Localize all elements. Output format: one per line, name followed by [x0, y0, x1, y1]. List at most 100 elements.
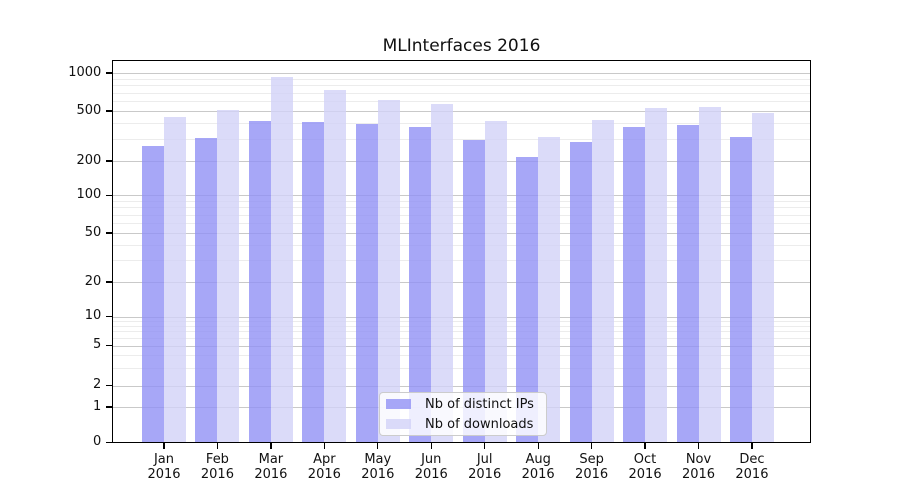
x-tick-label-feb: Feb 2016 [182, 452, 252, 482]
x-tick-label-mar: Mar 2016 [236, 452, 306, 482]
gridline-major-100 [112, 195, 811, 197]
gridline-minor-800 [112, 85, 811, 87]
x-tick-dec [751, 442, 753, 450]
y-tick-label-5: 5 [93, 337, 102, 352]
gridline-minor-90 [112, 201, 811, 203]
gridline-major-5 [112, 345, 811, 347]
y-tick-label-50: 50 [84, 224, 102, 240]
year-label: 2016 [628, 466, 662, 482]
bar-downloads-apr [324, 90, 347, 443]
x-tick-label-jul: Jul 2016 [450, 452, 520, 482]
bar-downloads-feb [217, 110, 240, 443]
month-label: Dec [739, 452, 765, 467]
y-tick-200 [105, 160, 112, 162]
gridline-minor-400 [112, 123, 811, 125]
year-label: 2016 [147, 466, 181, 482]
y-tick-50 [105, 232, 112, 234]
x-tick-label-may: May 2016 [343, 452, 413, 482]
gridline-minor-7 [112, 331, 811, 333]
month-label: May [364, 452, 392, 467]
y-tick-10 [105, 315, 112, 318]
y-tick-2 [105, 384, 112, 387]
gridline-minor-30 [112, 260, 811, 262]
x-tick-label-jun: Jun 2016 [396, 452, 466, 482]
x-tick-sep [590, 442, 593, 450]
x-tick-label-oct: Oct 2016 [610, 452, 680, 482]
bar-distinct-ips-may [355, 123, 378, 443]
y-tick-1 [105, 406, 112, 408]
x-tick-label-aug: Aug 2016 [503, 452, 573, 482]
month-label: Jun [421, 452, 442, 467]
y-tick-label-1: 1 [93, 398, 102, 414]
y-tick-100 [105, 194, 112, 196]
bar-distinct-ips-jun [409, 126, 432, 443]
legend: Nb of distinct IPs Nb of downloads [379, 392, 547, 436]
bar-downloads-oct [645, 107, 668, 443]
x-tick-nov [697, 442, 700, 450]
legend-swatch-downloads [386, 418, 411, 430]
gridline-minor-6 [112, 337, 811, 339]
bar-downloads-dec [751, 113, 774, 443]
x-tick-apr [323, 442, 325, 450]
month-label: Jan [153, 452, 175, 467]
legend-label-downloads: Nb of downloads [425, 416, 534, 432]
year-label: 2016 [468, 466, 502, 482]
x-tick-label-jan: Jan 2016 [129, 452, 199, 482]
gridline-minor-70 [112, 214, 811, 216]
bar-downloads-may [377, 100, 400, 443]
year-label: 2016 [681, 466, 716, 482]
x-tick-label-dec: Dec 2016 [717, 452, 787, 482]
bar-distinct-ips-feb [195, 137, 218, 443]
gridline-minor-700 [112, 92, 811, 94]
legend-entry-distinct-ips: Nb of distinct IPs [380, 394, 546, 414]
gridline-minor-3 [112, 367, 811, 369]
x-tick-jul [484, 442, 486, 450]
month-label: Aug [525, 452, 551, 467]
y-tick-label-1000: 1000 [68, 64, 102, 80]
gridline-major-10 [112, 316, 811, 318]
month-label: Mar [258, 452, 284, 467]
x-tick-feb [216, 442, 219, 450]
year-label: 2016 [307, 466, 341, 482]
gridline-minor-60 [112, 223, 811, 225]
x-tick-mar [270, 442, 272, 450]
legend-label-distinct-ips: Nb of distinct IPs [425, 396, 534, 412]
y-tick-label-10: 10 [84, 308, 102, 323]
bar-downloads-nov [698, 106, 721, 443]
year-label: 2016 [414, 466, 448, 482]
gridline-minor-40 [112, 244, 811, 246]
x-tick-aug [537, 442, 539, 450]
gridline-minor-900 [112, 78, 811, 80]
y-tick-20 [105, 281, 112, 283]
bar-distinct-ips-sep [569, 141, 592, 443]
gridline-minor-600 [112, 101, 811, 102]
bar-distinct-ips-oct [623, 127, 646, 443]
month-label: Nov [685, 452, 712, 467]
bar-distinct-ips-jan [142, 145, 164, 443]
gridline-major-20 [112, 282, 811, 283]
gridline-minor-300 [112, 138, 811, 140]
chart-title: MLInterfaces 2016 [382, 36, 541, 56]
y-tick-5 [105, 344, 112, 347]
y-tick-0 [105, 442, 112, 444]
bar-distinct-ips-jul [462, 139, 485, 443]
y-tick-label-200: 200 [76, 152, 102, 168]
bar-distinct-ips-apr [302, 122, 325, 443]
bar-distinct-ips-nov [676, 124, 699, 443]
gridline-major-200 [112, 161, 811, 162]
year-label: 2016 [200, 466, 234, 482]
x-tick-jun [430, 442, 432, 450]
y-tick-500 [105, 110, 112, 112]
gridline-major-2 [112, 385, 811, 387]
y-tick-label-500: 500 [76, 102, 102, 118]
bar-distinct-ips-mar [248, 120, 271, 443]
x-tick-oct [644, 442, 646, 450]
year-label: 2016 [361, 466, 395, 482]
x-tick-jan [163, 442, 165, 450]
month-label: Sep [579, 452, 604, 467]
bar-downloads-mar [270, 76, 293, 443]
x-tick-may [377, 442, 379, 450]
